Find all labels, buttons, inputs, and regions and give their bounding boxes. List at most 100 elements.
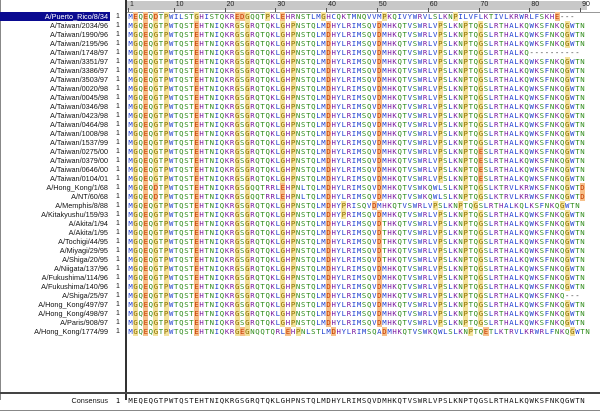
- residue: Q: [138, 264, 143, 273]
- residue: R: [422, 174, 428, 183]
- sequence-name[interactable]: A/Shiga/20/95: [62, 255, 108, 264]
- sequence-name[interactable]: A/Hong_Kong/1774/99: [34, 327, 108, 336]
- residue: P: [290, 309, 296, 318]
- sequence-name[interactable]: A/Tochigi/44/95: [58, 237, 108, 246]
- residue: Q: [148, 201, 154, 210]
- residue: G: [280, 129, 286, 138]
- sequence-row[interactable]: MGQEQGTPWTQSTEHTNIQKRGSGRQTQKLGHPNSTQLMD…: [128, 39, 585, 48]
- sequence-row[interactable]: MGQEQGTPWTQSTEHTNIQKRGSGRQTQKLGHPNSTQLMD…: [128, 309, 585, 318]
- sequence-row[interactable]: MGQEQGTPWTQSTEHTNIQKRGSGRQTQKLGHPNSTQLMD…: [128, 138, 585, 147]
- residue: Q: [559, 39, 565, 48]
- sequence-row[interactable]: MGQEQGTPWTQSTEHTNIQKRGSGRQTQKLGHPNSTQLMD…: [128, 174, 585, 183]
- residue: D: [326, 165, 332, 174]
- sequence-name[interactable]: A/Memphis/8/88: [55, 201, 108, 210]
- sequence-row[interactable]: MGQEQGTPWTQSTEHTNIQKRGSGRQTQKLGHPNSTQLMD…: [128, 282, 585, 291]
- sequence-row[interactable]: MGQEQGTPWTQSTEHTNIQKRGSGRQTQKLGHPNSTQLMD…: [128, 75, 585, 84]
- sequence-name[interactable]: A/Taiwan/1990/96: [49, 30, 108, 39]
- residue: T: [402, 120, 407, 129]
- sequence-name[interactable]: A/Taiwan/0464/98: [49, 120, 108, 129]
- residue: T: [158, 318, 164, 327]
- sequence-name[interactable]: A/Hong_Kong/498/97: [38, 309, 108, 318]
- sequence-name[interactable]: A/Taiwan/0346/98: [49, 102, 108, 111]
- sequence-row[interactable]: MGQEQGTPWTQSTEHTNIQKRGSGRQTQKLGHPNSTQLMD…: [128, 201, 580, 210]
- sequence-name[interactable]: A/Taiwan/0104/01: [49, 174, 108, 183]
- sequence-row[interactable]: MGQEQGTPWTQSTEHTNIQKRGSGRQTQKLGHPNSTQLMD…: [128, 48, 580, 57]
- sequence-row[interactable]: MGQEQGTPWTQSTEHTNIQKRGSGRQTQKLGHPNSTQLMD…: [128, 120, 585, 129]
- sequence-name[interactable]: A/Miyagi/29/95: [59, 246, 108, 255]
- sequence-row[interactable]: MGQEQGTPWTQSTEHTNIQKRGSGRQTQKLGHPNSTQLMD…: [128, 21, 585, 30]
- consensus-residue: T: [575, 396, 580, 405]
- sequence-name[interactable]: A/Taiwan/0423/98: [49, 111, 108, 120]
- sequence-row[interactable]: MGQEQGTPWTQSTEHTNIQKRGSGRQTQKLGHPNSTQLMD…: [128, 291, 580, 300]
- column-divider[interactable]: [125, 0, 127, 400]
- sequence-row[interactable]: MGQEQGTPWTQSTEHTNIQKRGSGRQTQKLGHPNSTQLMD…: [128, 66, 585, 75]
- residue: A: [509, 75, 514, 84]
- residue: K: [499, 327, 504, 336]
- residue: N: [209, 84, 214, 93]
- sequence-name[interactable]: A/Taiwan/0275/00: [49, 147, 108, 156]
- residue: Q: [148, 192, 154, 201]
- sequence-name[interactable]: A/Taiwan/1008/98: [49, 129, 108, 138]
- sequence-row[interactable]: MGQEQGTPWTQSTEHTNIQKRGSGRQTQKLGHPNSTQLMD…: [128, 165, 585, 174]
- residue: N: [580, 219, 585, 228]
- residue: E: [483, 327, 489, 336]
- sequence-row[interactable]: MGQEQGTPWTQSTEHTNIQKRGSGRQTQKLGHPNSTQLMD…: [128, 219, 585, 228]
- sequence-name[interactable]: A/Paris/908/97: [60, 318, 108, 327]
- sequence-row[interactable]: MGQEQGTPWTQSTEHTNIQKRGSGRQTQKLGHPNSTQLMD…: [128, 273, 585, 282]
- residue: L: [341, 93, 347, 102]
- sequence-name[interactable]: A/Taiwan/2034/96: [49, 21, 108, 30]
- sequence-name[interactable]: A/Taiwan/3386/97: [49, 66, 108, 75]
- sequence-row[interactable]: MGQEQGTPWTQSTEHTNIQKRGSGRQTQKLGHPNSTQLMD…: [128, 237, 585, 246]
- sequence-name[interactable]: A/Hong_Kong/497/97: [38, 300, 108, 309]
- sequence-alignment-pane[interactable]: MEQEQDTPWILSTGHISTQKREDGQQTPKLEHRNSTLMGH…: [128, 12, 600, 392]
- sequence-name[interactable]: A/Fukushima/140/96: [41, 282, 108, 291]
- sequence-name[interactable]: A/NT/60/68: [71, 192, 108, 201]
- sequence-row[interactable]: MGQEQDTPWTQSTEHTNIQKRGSGQQTRRLEHPNLTQLMD…: [128, 183, 586, 192]
- residue: L: [448, 300, 453, 309]
- sequence-name[interactable]: A/Akita/1/94: [68, 219, 108, 228]
- sequence-name[interactable]: A/Shiga/25/97: [62, 291, 108, 300]
- sequence-row[interactable]: MGQEQGTPWTQSTEHTNIQKRGSGRQTQKLGHPNSTQLMD…: [128, 93, 585, 102]
- sequence-row[interactable]: MGQEQGTPWTQSTEHTNIQKRGSGRQTQKLGHPNSTQLMD…: [128, 147, 585, 156]
- residue: G: [280, 138, 286, 147]
- sequence-name[interactable]: A/Kitakyushu/159/93: [41, 210, 108, 219]
- sequence-name[interactable]: A/Taiwan/3503/97: [49, 75, 108, 84]
- sequence-name[interactable]: A/Taiwan/1537/99: [49, 138, 108, 147]
- sequence-name[interactable]: A/Fukushima/114/96: [41, 273, 108, 282]
- sequence-row[interactable]: MGQEQGTPWTQSTEHTNIQKRGSGRQTQKLGHPNSTQLMD…: [128, 255, 585, 264]
- sequence-row[interactable]: MGQEQGTPWTQSTEHTNIQKRGSGRQTQKLGHPNSTQLMD…: [128, 111, 585, 120]
- sequence-name[interactable]: A/Taiwan/0646/00: [49, 165, 108, 174]
- residue: F: [544, 237, 550, 246]
- residue: S: [184, 291, 189, 300]
- sequence-row[interactable]: MGQEQGTPWTQSTEHTNIQKRGSGRQTQKLGHPNSTQLMD…: [128, 228, 585, 237]
- sequence-row[interactable]: MEQEQDTPWILSTGHISTQKREDGQQTPKLEHRNSTLMGH…: [128, 12, 575, 21]
- sequence-name[interactable]: A/Akita/1/95: [68, 228, 108, 237]
- sequence-row[interactable]: MGQEQGTPWTQSTEHTNIQKRGSGRQTQKLGHPNSTQLMD…: [128, 210, 585, 219]
- sequence-name-list[interactable]: A/Puerto_Rico/8/34 A/Taiwan/2034/96 A/Taiw…: [0, 12, 112, 392]
- sequence-row[interactable]: MGQEQGTPWTQSTEHTNIQKRGSGRQTQKLGHPNSTQLMD…: [128, 84, 585, 93]
- residue: G: [280, 282, 286, 291]
- sequence-row[interactable]: MGQEQGTPWTQSTEHTNIQKRGSGRQTQKLGHPNSTQLMD…: [128, 156, 585, 165]
- sequence-name[interactable]: A/Taiwan/3351/97: [49, 57, 108, 66]
- sequence-name[interactable]: A/Taiwan/2195/96: [49, 39, 108, 48]
- residue: Q: [265, 201, 270, 210]
- sequence-name[interactable]: A/Niigata/137/96: [54, 264, 108, 273]
- sequence-name[interactable]: A/Taiwan/0045/98: [49, 93, 108, 102]
- sequence-name[interactable]: A/Taiwan/0020/98: [49, 84, 108, 93]
- sequence-name[interactable]: A/Puerto_Rico/8/34: [0, 12, 110, 21]
- sequence-row[interactable]: MGQEQGTPWTQSTEHTNIQKRGSGRQTQKLGHPNSTQLMD…: [128, 57, 585, 66]
- sequence-row[interactable]: MGQEQGTPWTQSTEHTNIQKRGSGRQTQKLGHPNSTQLMD…: [128, 318, 585, 327]
- sequence-row[interactable]: MGQEQGTPWTQSTEHTNIQKRGSGRQTQKLGHPNSTQLMD…: [128, 30, 585, 39]
- sequence-name[interactable]: A/Taiwan/1748/97: [49, 48, 108, 57]
- sequence-row[interactable]: MGQEQGTPWTQSTEHTNIQKRGEGNQQTQRLEHPNLSTLM…: [128, 327, 590, 336]
- sequence-row[interactable]: MGQEQDTPWTQSTEHTNIQKRGSGQQTRRLEHPNLTQLMD…: [128, 192, 586, 201]
- sequence-row[interactable]: MGQEQGTPWTQSTEHTNIQKRGSGRQTQKLGHPNSTQLMD…: [128, 129, 585, 138]
- sequence-row[interactable]: MGQEQGTPWTQSTEHTNIQKRGSGRQTQKLGHPNSTQLMD…: [128, 102, 585, 111]
- sequence-row[interactable]: MGQEQGTPWTQSTEHTNIQKRGSGRQTQKLGHPNSTQLMD…: [128, 264, 585, 273]
- sequence-row[interactable]: MGQEQGTPWTQSTEHTNIQKRGSGRQTQKLGHPNSTQLMD…: [128, 300, 585, 309]
- residue: N: [458, 147, 463, 156]
- sequence-name[interactable]: A/Taiwan/0379/00: [49, 156, 108, 165]
- sequence-name[interactable]: A/Hong_Kong/1/68: [46, 183, 108, 192]
- sequence-row[interactable]: MGQEQGTPWTQSTEHTNIQKRGSGRQTQKLGHPNSTQLMD…: [128, 246, 585, 255]
- residue: T: [174, 30, 179, 39]
